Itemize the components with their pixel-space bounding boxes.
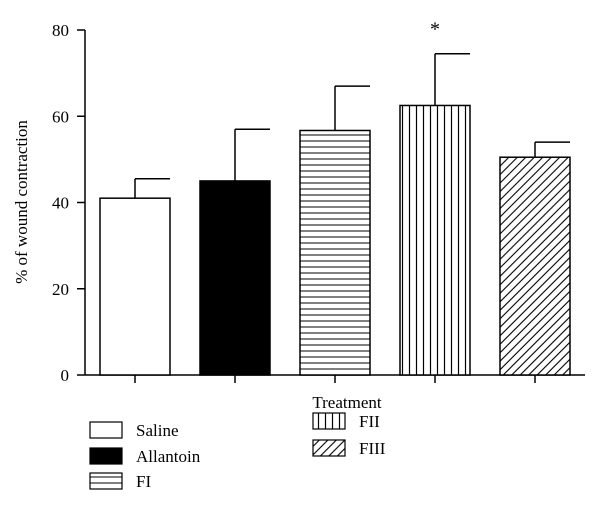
bar-fii [399, 104, 471, 376]
legend-swatch-fii [312, 412, 346, 430]
legend-swatch-allantoin [89, 447, 123, 465]
x-axis-title: Treatment [312, 393, 382, 412]
y-tick-label: 60 [52, 107, 69, 126]
legend: Saline Allantoin FI FII FIII [89, 412, 386, 491]
y-axis-title: % of wound contraction [12, 120, 31, 284]
bars [99, 52, 571, 376]
y-tick-label: 80 [52, 21, 69, 40]
y-axis: 0 20 40 60 80 [52, 21, 86, 385]
x-axis [85, 374, 585, 383]
legend-swatch-fiii [312, 439, 346, 457]
significance-marker: * [430, 19, 440, 41]
bar-saline [99, 197, 171, 376]
legend-label-saline: Saline [136, 421, 179, 440]
annotations: * [430, 19, 440, 41]
y-tick-label: 0 [61, 366, 70, 385]
legend-label-allantoin: Allantoin [136, 447, 201, 466]
bar-fi [299, 129, 371, 376]
legend-swatch-saline [89, 421, 123, 439]
x-ticks [134, 375, 536, 383]
legend-label-fiii: FIII [359, 439, 386, 458]
y-tick-label: 40 [52, 194, 69, 213]
bar-allantoin [199, 180, 271, 376]
y-ticks: 0 20 40 60 80 [52, 21, 85, 385]
y-tick-label: 20 [52, 280, 69, 299]
legend-label-fi: FI [136, 472, 151, 491]
legend-swatch-fi [89, 472, 123, 490]
bar-fiii [499, 156, 571, 376]
legend-label-fii: FII [359, 412, 380, 431]
